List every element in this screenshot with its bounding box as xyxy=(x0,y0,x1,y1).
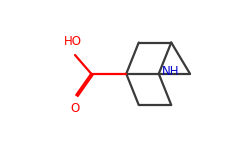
Text: HO: HO xyxy=(64,34,82,48)
Text: O: O xyxy=(70,102,80,115)
Text: NH: NH xyxy=(162,65,179,78)
